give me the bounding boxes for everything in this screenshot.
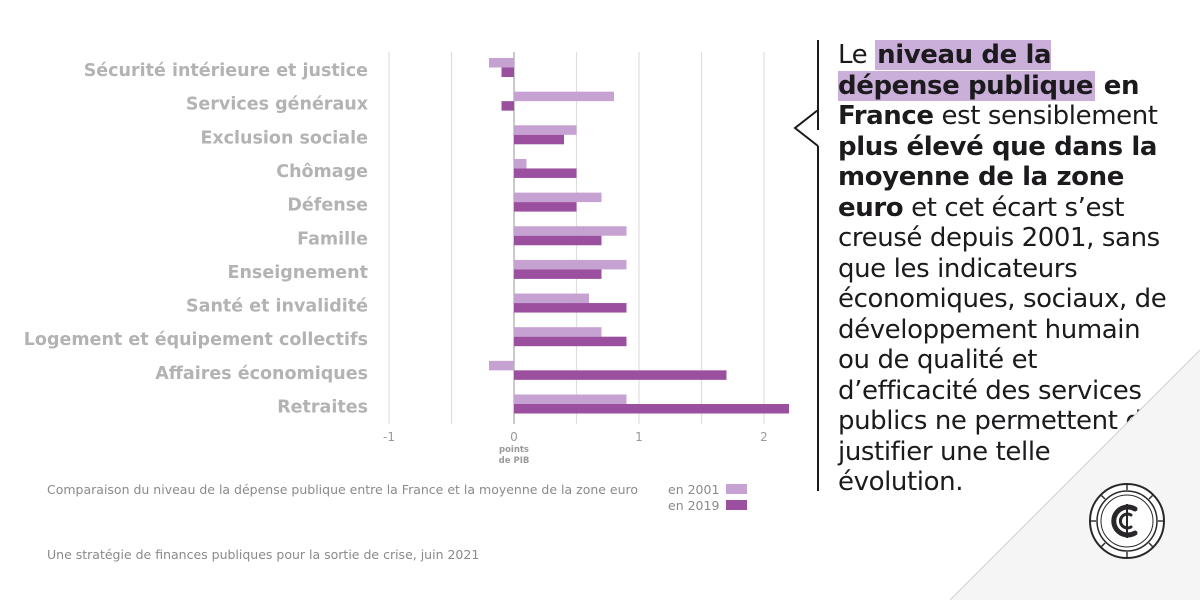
legend-swatch-2001 xyxy=(726,484,747,494)
bar-en-2001 xyxy=(514,125,577,135)
quote-segment: est sensiblement xyxy=(933,101,1158,131)
bar-en-2019 xyxy=(514,134,564,145)
quote-segment: Le xyxy=(838,40,876,70)
bar-en-2001 xyxy=(514,192,602,203)
bar-en-2001 xyxy=(489,360,514,371)
bar-en-2019 xyxy=(514,235,602,246)
category-labels: Sécurité intérieure et justice Services g… xyxy=(24,61,369,418)
quote-segment: et cet écart s’est creusé depuis 2001, s… xyxy=(838,192,1167,498)
bar-en-2001 xyxy=(514,327,602,337)
bars xyxy=(489,58,789,414)
legend-caption: Comparaison du niveau de la dépense publ… xyxy=(47,482,639,497)
bar-en-2019 xyxy=(514,370,727,380)
quote-text: Le niveau de la dépense publique en Fran… xyxy=(838,40,1178,498)
axis-unit-label-line1: points xyxy=(499,445,529,455)
legend-label-2019: en 2019 xyxy=(668,498,720,513)
quote-segment: en France xyxy=(838,70,1140,132)
tick-labels: -1 0 1 2 xyxy=(383,430,768,444)
bar-en-2019 xyxy=(501,101,514,111)
bar-en-2001 xyxy=(514,91,614,102)
bar-en-2001 xyxy=(514,293,589,304)
bar-en-2019 xyxy=(514,202,577,212)
bar-en-2019 xyxy=(514,269,602,279)
bar-en-2019 xyxy=(514,404,789,414)
bubble-pointer xyxy=(793,110,819,147)
category-label: Exclusion sociale xyxy=(200,128,368,148)
bar-en-2001 xyxy=(514,394,627,404)
cour-des-comptes-seal-icon xyxy=(1089,483,1165,559)
bar-en-2019 xyxy=(514,336,627,347)
category-label: Famille xyxy=(297,229,368,249)
category-label: Enseignement xyxy=(228,263,368,283)
bar-chart: Sécurité intérieure et justice Services g… xyxy=(24,52,789,466)
bubble-line xyxy=(817,40,819,130)
x-tick-label: 1 xyxy=(635,430,643,444)
bar-en-2001 xyxy=(514,259,627,270)
bar-en-2019 xyxy=(514,303,627,313)
quote-segment: niveau de la dépense publique xyxy=(838,40,1096,101)
bar-en-2019 xyxy=(514,168,577,178)
category-label: Logement et équipement collectifs xyxy=(24,330,368,350)
legend-swatch-2019 xyxy=(726,500,747,510)
category-label: Retraites xyxy=(277,398,368,418)
category-label: Défense xyxy=(287,196,368,216)
category-label: Santé et invalidité xyxy=(186,297,368,317)
category-label: Sécurité intérieure et justice xyxy=(84,61,368,81)
x-tick-label: 0 xyxy=(510,430,518,444)
corner-decoration xyxy=(950,350,1200,600)
bar-en-2001 xyxy=(514,158,527,169)
quote-segment: plus élevé que dans la moyenne de la zon… xyxy=(838,131,1158,223)
bar-en-2019 xyxy=(501,67,514,77)
category-label: Affaires économiques xyxy=(155,364,368,384)
x-tick-label: 2 xyxy=(760,430,768,444)
bubble-line-lower xyxy=(817,146,819,491)
source-note: Une stratégie de finances publiques pour… xyxy=(47,547,480,562)
category-label: Chômage xyxy=(276,162,368,182)
bar-en-2001 xyxy=(489,58,514,68)
x-tick-label: -1 xyxy=(383,430,395,444)
bar-en-2001 xyxy=(514,226,627,236)
category-label: Services généraux xyxy=(186,95,369,115)
legend-label-2001: en 2001 xyxy=(668,482,720,497)
axis-unit-label-line2: de PIB xyxy=(499,456,530,466)
